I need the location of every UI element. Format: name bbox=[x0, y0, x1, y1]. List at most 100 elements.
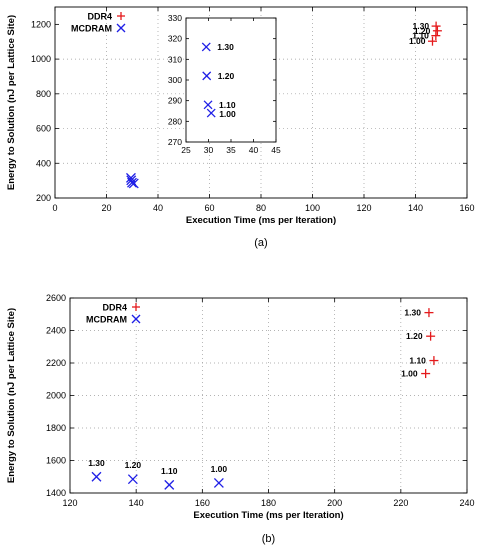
x-tick-label: 140 bbox=[408, 203, 423, 213]
x-tick-label: 120 bbox=[62, 498, 77, 508]
x-tick-label: 40 bbox=[153, 203, 163, 213]
inset-data-point-d2 bbox=[202, 71, 212, 81]
inset-y-tick-label: 280 bbox=[168, 116, 182, 126]
series-ddr4: 1.30 1.20 1.10 1.00 bbox=[401, 308, 439, 379]
inset-frame bbox=[185, 17, 277, 143]
chart-b: 120 140 160 180 200 220 240 1400 1600 1800 2000 220… bbox=[6, 293, 475, 545]
inset-y-tick-label: 320 bbox=[168, 34, 182, 44]
series-mcdram bbox=[126, 172, 139, 189]
inset-y-tick-label: 300 bbox=[168, 75, 182, 85]
x-axis-label: Execution Time (ms per Iteration) bbox=[193, 510, 343, 521]
series-ddr4: 1.301.201.101.00 bbox=[409, 21, 442, 46]
point-label: 1.00 bbox=[401, 369, 418, 379]
inset-y-tick-label: 270 bbox=[168, 137, 182, 147]
y-tick-label: 1000 bbox=[31, 54, 51, 64]
data-point-d2 bbox=[91, 471, 102, 482]
y-tick-label: 2200 bbox=[46, 358, 66, 368]
inset-data-point bbox=[203, 100, 213, 110]
data-point-d2 bbox=[213, 477, 224, 488]
data-point bbox=[164, 479, 175, 490]
x-tick-label: 140 bbox=[129, 498, 144, 508]
point-label: 1.10 bbox=[409, 356, 426, 366]
data-point bbox=[429, 356, 439, 366]
chart-a: 0 20 40 60 80 100 120 140 160 200 400 600 800 1000 120… bbox=[6, 6, 475, 249]
point-label: 1.30 bbox=[404, 308, 421, 318]
point-label: 1.10 bbox=[412, 31, 429, 41]
legend-marker bbox=[117, 12, 125, 20]
point-label: 1.20 bbox=[406, 331, 423, 341]
plot-frame bbox=[69, 297, 468, 494]
x-tick-label: 60 bbox=[204, 203, 214, 213]
legend-marker-d2 bbox=[116, 23, 126, 33]
inset-x-tick-label: 25 bbox=[181, 145, 191, 155]
legend-marker bbox=[131, 314, 141, 324]
inset-point-label: 1.20 bbox=[218, 71, 235, 81]
legend-marker bbox=[116, 23, 126, 33]
data-point-d2 bbox=[164, 479, 175, 490]
x-tick-label: 20 bbox=[101, 203, 111, 213]
x-tick-label: 100 bbox=[305, 203, 320, 213]
data-point bbox=[431, 31, 441, 41]
x-tick-label: 160 bbox=[195, 498, 210, 508]
plot-frame bbox=[54, 6, 468, 199]
legend: DDR4 MCDRAM bbox=[86, 303, 141, 325]
inset-data-point bbox=[206, 108, 216, 118]
point-label: 1.00 bbox=[409, 36, 426, 46]
legend-marker bbox=[132, 303, 140, 311]
y-tick-label: 2400 bbox=[46, 326, 66, 336]
point-label: 1.30 bbox=[88, 458, 105, 468]
y-tick-label: 400 bbox=[36, 158, 51, 168]
x-tick-label: 120 bbox=[356, 203, 371, 213]
data-point bbox=[127, 474, 138, 485]
data-point bbox=[426, 331, 436, 341]
inset-x-tick-label: 35 bbox=[226, 145, 236, 155]
legend-label: MCDRAM bbox=[71, 24, 112, 34]
data-point bbox=[421, 369, 431, 379]
data-point-d2 bbox=[126, 172, 136, 183]
inset-x-tick-label: 40 bbox=[249, 145, 259, 155]
y-tick-label: 800 bbox=[36, 89, 51, 99]
inset-data-point-d2 bbox=[203, 100, 213, 110]
data-point bbox=[213, 477, 224, 488]
y-tick-label: 1800 bbox=[46, 423, 66, 433]
data-point-d2 bbox=[127, 177, 137, 188]
data-point bbox=[424, 308, 434, 318]
data-point bbox=[91, 471, 102, 482]
data-point-d2 bbox=[128, 178, 139, 189]
x-tick-label: 200 bbox=[327, 498, 342, 508]
figure-caption: (a) bbox=[254, 237, 267, 249]
point-label: 1.20 bbox=[414, 26, 431, 36]
y-tick-label: 1200 bbox=[31, 20, 51, 30]
legend-label: DDR4 bbox=[102, 303, 127, 313]
x-tick-label: 240 bbox=[459, 498, 474, 508]
y-axis-label: Energy to Solution (nJ per Lattice Site) bbox=[6, 15, 17, 190]
inset-point-label: 1.30 bbox=[217, 42, 234, 52]
data-point bbox=[432, 26, 442, 36]
inset-data-point-d2 bbox=[201, 42, 211, 52]
y-tick-label: 200 bbox=[36, 193, 51, 203]
data-point bbox=[127, 177, 137, 188]
point-label: 1.20 bbox=[125, 460, 142, 470]
x-tick-label: 0 bbox=[52, 203, 57, 213]
x-tick-label: 180 bbox=[261, 498, 276, 508]
x-tick-label: 160 bbox=[459, 203, 474, 213]
y-tick-label: 2000 bbox=[46, 391, 66, 401]
inset-x-tick-label: 45 bbox=[271, 145, 281, 155]
y-tick-label: 1600 bbox=[46, 456, 66, 466]
inset-background bbox=[186, 18, 276, 142]
data-point bbox=[431, 21, 441, 31]
series-mcdram: 1.30 1.20 1.10 1.00 bbox=[88, 458, 227, 490]
data-point-d2 bbox=[127, 474, 138, 485]
point-label: 1.00 bbox=[211, 464, 228, 474]
inset-x-tick-label: 30 bbox=[204, 145, 214, 155]
y-tick-label: 2600 bbox=[46, 293, 66, 303]
inset-point-label: 1.10 bbox=[219, 100, 236, 110]
inset-data-point bbox=[202, 71, 212, 81]
inset-data-point bbox=[201, 42, 211, 52]
legend-marker-d2 bbox=[131, 314, 141, 324]
inset-point-label: 1.00 bbox=[219, 109, 236, 119]
figure-caption: (b) bbox=[262, 533, 275, 545]
x-axis-label: Execution Time (ms per Iteration) bbox=[186, 215, 336, 226]
y-tick-label: 1400 bbox=[46, 488, 66, 498]
x-tick-label: 80 bbox=[256, 203, 266, 213]
